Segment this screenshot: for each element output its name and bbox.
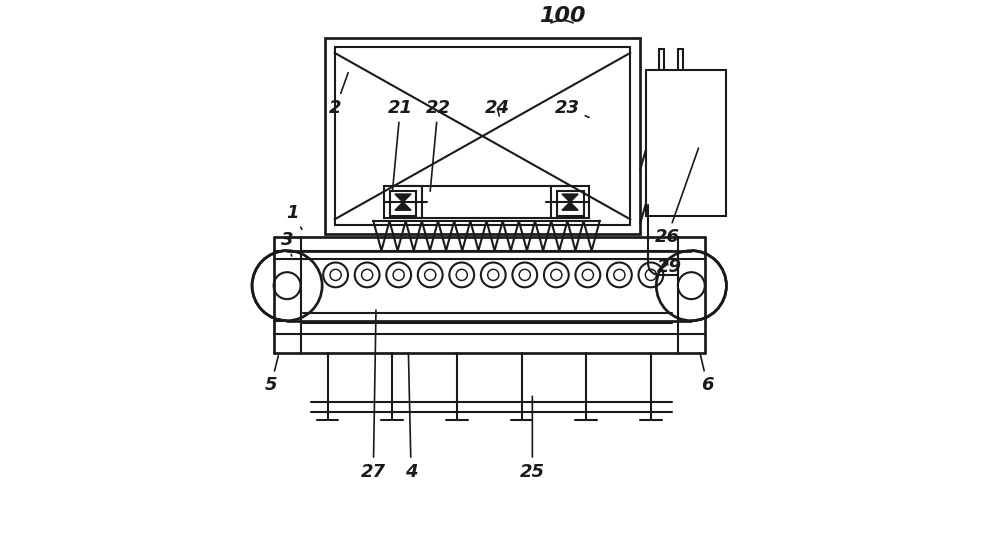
Text: 4: 4 [405, 353, 417, 481]
Polygon shape [395, 194, 411, 202]
Text: 23: 23 [555, 99, 589, 118]
Text: 27: 27 [361, 310, 386, 481]
Bar [557, 191, 584, 216]
Text: 21: 21 [388, 99, 413, 191]
Text: 100: 100 [539, 6, 585, 26]
Text: 26: 26 [655, 148, 699, 246]
Bar [335, 47, 630, 225]
Text: 22: 22 [426, 99, 451, 191]
Polygon shape [395, 202, 411, 210]
Bar [384, 186, 422, 218]
Text: 5: 5 [265, 356, 278, 395]
Bar [646, 70, 726, 216]
Text: 1: 1 [286, 204, 302, 230]
Bar [390, 191, 416, 216]
Text: 29: 29 [657, 258, 682, 276]
Bar [325, 38, 640, 234]
Polygon shape [562, 202, 578, 210]
Text: 3: 3 [281, 231, 293, 256]
Text: 6: 6 [700, 353, 714, 395]
Text: 25: 25 [520, 396, 545, 481]
Text: 2: 2 [329, 73, 348, 117]
Polygon shape [562, 194, 578, 202]
Bar [551, 186, 589, 218]
Text: 24: 24 [485, 99, 510, 117]
